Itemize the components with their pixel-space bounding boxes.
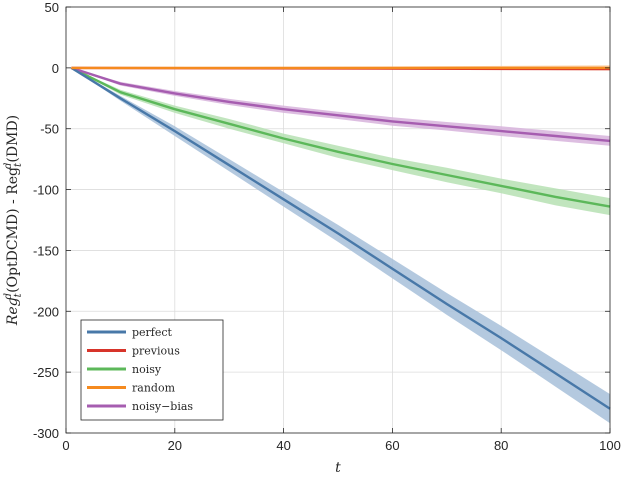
x-axis-title: t [335,460,341,476]
x-tick-label-5: 100 [599,438,621,453]
y-tick-label-5: -200 [33,304,59,319]
line-noisy [70,66,611,208]
line-noisy-bias [71,66,611,143]
y-title-part-3: (DMD) [5,115,21,163]
legend-label-noisy-bias: noisy−bias [132,400,193,413]
y-axis-title: Regtd(OptDCMD) - Regtd(DMD) [3,115,24,326]
plot-frame [65,6,611,434]
y-tick-label-2: -50 [40,122,59,137]
y-title-sub-2: t [13,162,24,167]
legend: perfect previous noisy random noisy−bias [80,319,224,421]
x-tick-label-0: 0 [62,438,69,453]
y-title-part-1: Reg [5,297,21,326]
band-perfect [71,67,610,424]
legend-label-perfect: perfect [132,326,173,339]
x-tick-label-2: 40 [276,438,290,453]
band-noisy [71,67,610,216]
x-tick-label-1: 20 [168,438,182,453]
y-tick-label-6: -250 [33,365,59,380]
y-title-sup-2: d [3,163,14,169]
band-noisy-bias [71,67,610,146]
axis-ticks: 0 20 40 60 80 100 50 0 -50 -100 -150 -200 -250 -300 [33,0,621,453]
y-tick-label-0: 50 [45,0,59,15]
series-lines [70,66,611,410]
x-tick-label-4: 80 [494,438,508,453]
y-tick-label-3: -100 [33,183,59,198]
y-tick-label-7: -300 [33,426,59,441]
y-title-sup-1: d [3,293,14,299]
x-tick-label-3: 60 [385,438,399,453]
legend-label-previous: previous [132,345,180,358]
legend-label-random: random [132,382,176,395]
line-perfect [70,66,611,410]
legend-label-noisy: noisy [132,363,162,376]
y-tick-label-1: 0 [52,61,59,76]
y-tick-label-4: -150 [33,243,59,258]
y-title-sub-1: t [13,292,24,297]
y-title-part-2: (OptDCMD) - Reg [5,167,21,293]
